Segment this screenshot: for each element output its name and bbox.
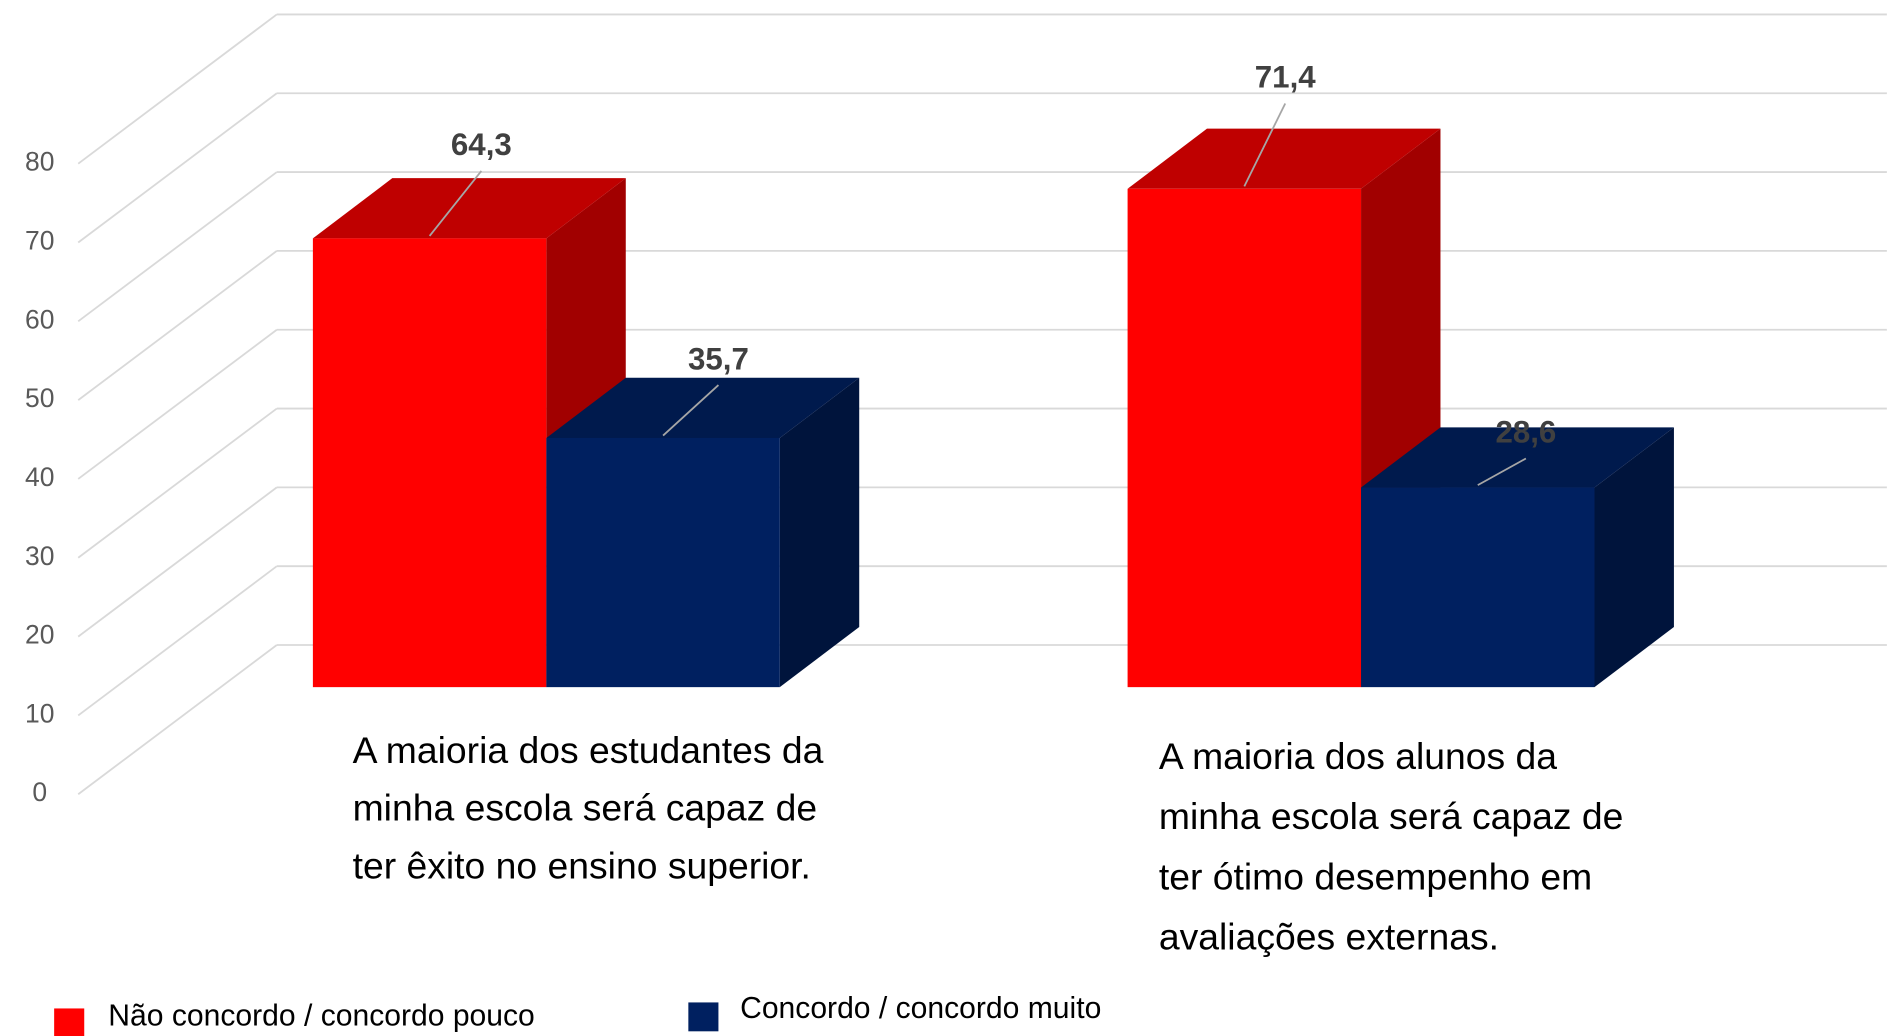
grid-line	[77, 171, 278, 323]
y-tick-label: 30	[25, 541, 54, 571]
leader-line	[1243, 103, 1287, 187]
grid-line	[77, 13, 278, 165]
grid-line	[77, 250, 278, 401]
bar-top	[312, 178, 626, 239]
bar-top	[1127, 128, 1441, 189]
bar-side	[1594, 427, 1674, 688]
data-label: 71,4	[1255, 60, 1316, 95]
grid-line	[77, 486, 278, 638]
leader-line	[662, 384, 720, 437]
y-tick-label: 20	[25, 620, 54, 650]
bar-top	[546, 377, 860, 438]
bar-top	[1361, 427, 1674, 488]
leader-line	[428, 170, 483, 237]
bar	[546, 437, 780, 688]
legend-label: Concordo / concordo muito	[740, 991, 1102, 1026]
y-tick-label: 60	[25, 304, 54, 334]
x-tick-label: A maioria dos estudantes da minha escola…	[352, 729, 824, 887]
grid-line	[77, 644, 278, 795]
x-tick-label: A maioria dos alunos da minha escola ser…	[1158, 735, 1624, 958]
legend-label: Não concordo / concordo pouco	[108, 998, 535, 1033]
leader-line	[1477, 457, 1527, 486]
data-label: 35,7	[688, 341, 749, 376]
y-tick-label: 80	[25, 147, 54, 177]
legend-swatch	[688, 1002, 719, 1032]
grid-line	[77, 407, 278, 559]
y-tick-label: 70	[25, 225, 54, 255]
bar-side	[779, 377, 860, 688]
bar	[1361, 487, 1595, 688]
data-label: 64,3	[451, 127, 512, 162]
data-label: 28,6	[1495, 415, 1556, 450]
grid-line	[77, 565, 278, 717]
y-tick-label: 0	[32, 777, 47, 807]
grid-line	[77, 92, 278, 244]
y-tick-label: 10	[25, 698, 54, 728]
y-tick-label: 50	[25, 383, 54, 413]
bar	[312, 238, 547, 688]
bar	[1127, 188, 1362, 688]
grid-line	[77, 329, 278, 480]
legend-swatch	[54, 1008, 85, 1036]
y-tick-label: 40	[25, 462, 54, 492]
